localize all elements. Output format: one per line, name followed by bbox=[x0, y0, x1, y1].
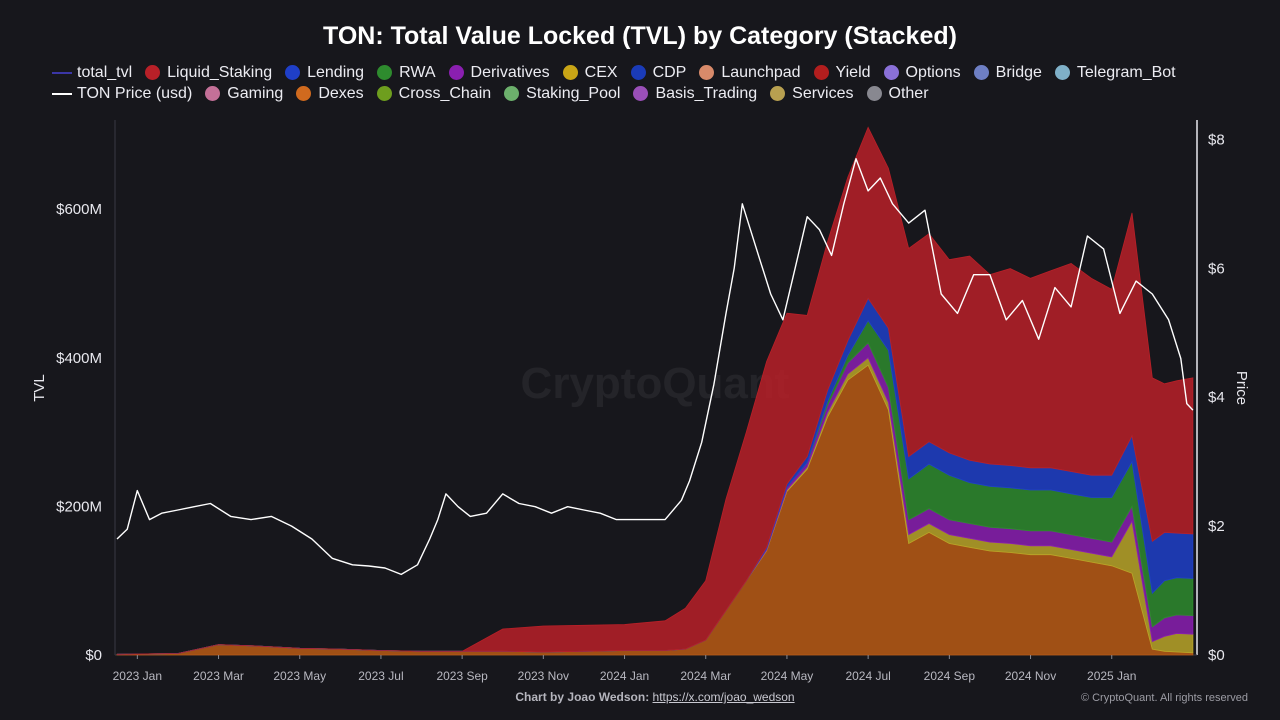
legend-label: Liquid_Staking bbox=[167, 63, 273, 81]
legend-item-options[interactable]: Options bbox=[883, 63, 961, 82]
legend-swatch bbox=[52, 92, 72, 95]
legend-item-bridge[interactable]: Bridge bbox=[973, 63, 1042, 82]
legend-label: CDP bbox=[652, 63, 687, 81]
legend-item-yield[interactable]: Yield bbox=[813, 63, 871, 82]
y2-tick-label: $0 bbox=[1208, 647, 1225, 664]
x-tick-label: 2024 Nov bbox=[1005, 669, 1056, 683]
legend-item-ton-price-usd-[interactable]: TON Price (usd) bbox=[52, 85, 192, 103]
legend-swatch bbox=[377, 65, 393, 80]
legend-item-services[interactable]: Services bbox=[770, 84, 854, 103]
legend-label: Services bbox=[792, 84, 854, 102]
y2-axis-title: Price bbox=[1233, 371, 1250, 405]
legend-label: Telegram_Bot bbox=[1076, 63, 1176, 81]
legend-item-staking-pool[interactable]: Staking_Pool bbox=[504, 85, 620, 103]
legend-item-rwa[interactable]: RWA bbox=[377, 63, 436, 82]
legend-swatch bbox=[205, 86, 221, 101]
legend-label: Bridge bbox=[995, 63, 1042, 81]
legend-item-cross-chain[interactable]: Cross_Chain bbox=[376, 84, 492, 103]
legend-item-derivatives[interactable]: Derivatives bbox=[448, 63, 550, 82]
x-tick-label: 2024 May bbox=[761, 669, 814, 683]
legend-item-telegram-bot[interactable]: Telegram_Bot bbox=[1054, 63, 1176, 82]
legend-label: Options bbox=[905, 63, 961, 81]
chart-title: TON: Total Value Locked (TVL) by Categor… bbox=[323, 22, 957, 50]
legend-item-other[interactable]: Other bbox=[866, 84, 929, 103]
credit-link[interactable]: https://x.com/joao_wedson bbox=[652, 690, 795, 704]
x-tick-label: 2023 Jan bbox=[113, 669, 162, 683]
y-axis-title: TVL bbox=[31, 374, 48, 402]
watermark: CryptoQuant bbox=[521, 359, 790, 408]
legend-swatch bbox=[866, 86, 882, 101]
x-tick-label: 2024 Jul bbox=[845, 669, 890, 683]
legend-swatch bbox=[973, 65, 989, 80]
legend-swatch bbox=[633, 86, 649, 101]
x-tick-label: 2023 Jul bbox=[358, 669, 403, 683]
y-tick-label: $0 bbox=[85, 647, 102, 664]
legend-label: Basis_Trading bbox=[655, 84, 758, 102]
x-tick-label: 2023 Sep bbox=[436, 669, 488, 683]
legend-label: Dexes bbox=[318, 84, 364, 102]
y2-tick-label: $4 bbox=[1208, 389, 1225, 406]
legend-label: CEX bbox=[584, 63, 618, 81]
legend-swatch bbox=[504, 86, 520, 101]
legend-label: Other bbox=[888, 84, 929, 102]
y-tick-label: $200M bbox=[56, 498, 102, 515]
legend-item-gaming[interactable]: Gaming bbox=[205, 85, 283, 103]
legend-label: TON Price (usd) bbox=[77, 84, 193, 102]
legend-swatch bbox=[145, 65, 161, 80]
legend-item-lending[interactable]: Lending bbox=[285, 64, 364, 82]
x-tick-label: 2023 May bbox=[273, 669, 326, 683]
copyright: © CryptoQuant. All rights reserved bbox=[1080, 692, 1248, 704]
legend-swatch bbox=[448, 65, 464, 80]
legend-label: Gaming bbox=[227, 84, 284, 102]
legend-label: RWA bbox=[399, 63, 436, 81]
y2-tick-label: $6 bbox=[1208, 260, 1225, 277]
legend-swatch bbox=[376, 86, 392, 101]
legend-swatch bbox=[562, 65, 578, 80]
credit-prefix: Chart by Joao Wedson: bbox=[515, 690, 650, 704]
legend-item-launchpad[interactable]: Launchpad bbox=[699, 63, 801, 82]
footer-credit: Chart by Joao Wedson: https://x.com/joao… bbox=[0, 690, 1280, 704]
legend-label: Lending bbox=[307, 63, 365, 81]
x-tick-label: 2023 Nov bbox=[518, 669, 569, 683]
x-tick-label: 2025 Jan bbox=[1087, 669, 1136, 683]
legend-label: Staking_Pool bbox=[526, 84, 621, 102]
legend-swatch bbox=[296, 86, 312, 101]
legend-item-cdp[interactable]: CDP bbox=[630, 63, 687, 82]
legend-swatch bbox=[52, 71, 72, 74]
legend: total_tvl Liquid_Staking Lending RWA Derivat… bbox=[52, 62, 1262, 104]
legend-swatch bbox=[630, 65, 646, 80]
legend-swatch bbox=[1054, 65, 1070, 80]
legend-label: Cross_Chain bbox=[398, 84, 492, 102]
legend-swatch bbox=[883, 65, 899, 80]
legend-item-basis-trading[interactable]: Basis_Trading bbox=[633, 85, 757, 103]
area-liquid-staking bbox=[116, 126, 1194, 655]
legend-item-total-tvl[interactable]: total_tvl bbox=[52, 64, 132, 82]
x-tick-label: 2024 Sep bbox=[924, 669, 976, 683]
legend-swatch bbox=[770, 86, 786, 101]
legend-row-1: total_tvl Liquid_Staking Lending RWA Derivat… bbox=[52, 62, 1262, 83]
y-tick-label: $600M bbox=[56, 201, 102, 218]
legend-row-2: TON Price (usd) Gaming Dexes Cross_Chain Sta… bbox=[52, 83, 1262, 104]
x-tick-label: 2024 Mar bbox=[680, 669, 731, 683]
legend-swatch bbox=[699, 65, 715, 80]
legend-swatch bbox=[813, 65, 829, 80]
y2-tick-label: $8 bbox=[1208, 131, 1225, 148]
legend-label: Yield bbox=[835, 63, 871, 81]
legend-item-dexes[interactable]: Dexes bbox=[296, 84, 364, 103]
legend-swatch bbox=[285, 65, 301, 80]
legend-label: Derivatives bbox=[470, 63, 550, 81]
y-tick-label: $400M bbox=[56, 350, 102, 367]
x-tick-label: 2024 Jan bbox=[600, 669, 649, 683]
price-line bbox=[116, 158, 1194, 576]
legend-item-liquid-staking[interactable]: Liquid_Staking bbox=[145, 64, 272, 82]
legend-label: Launchpad bbox=[721, 63, 801, 81]
legend-item-cex[interactable]: CEX bbox=[562, 63, 618, 82]
y2-tick-label: $2 bbox=[1208, 518, 1225, 535]
x-tick-label: 2023 Mar bbox=[193, 669, 244, 683]
legend-label: total_tvl bbox=[77, 63, 133, 81]
